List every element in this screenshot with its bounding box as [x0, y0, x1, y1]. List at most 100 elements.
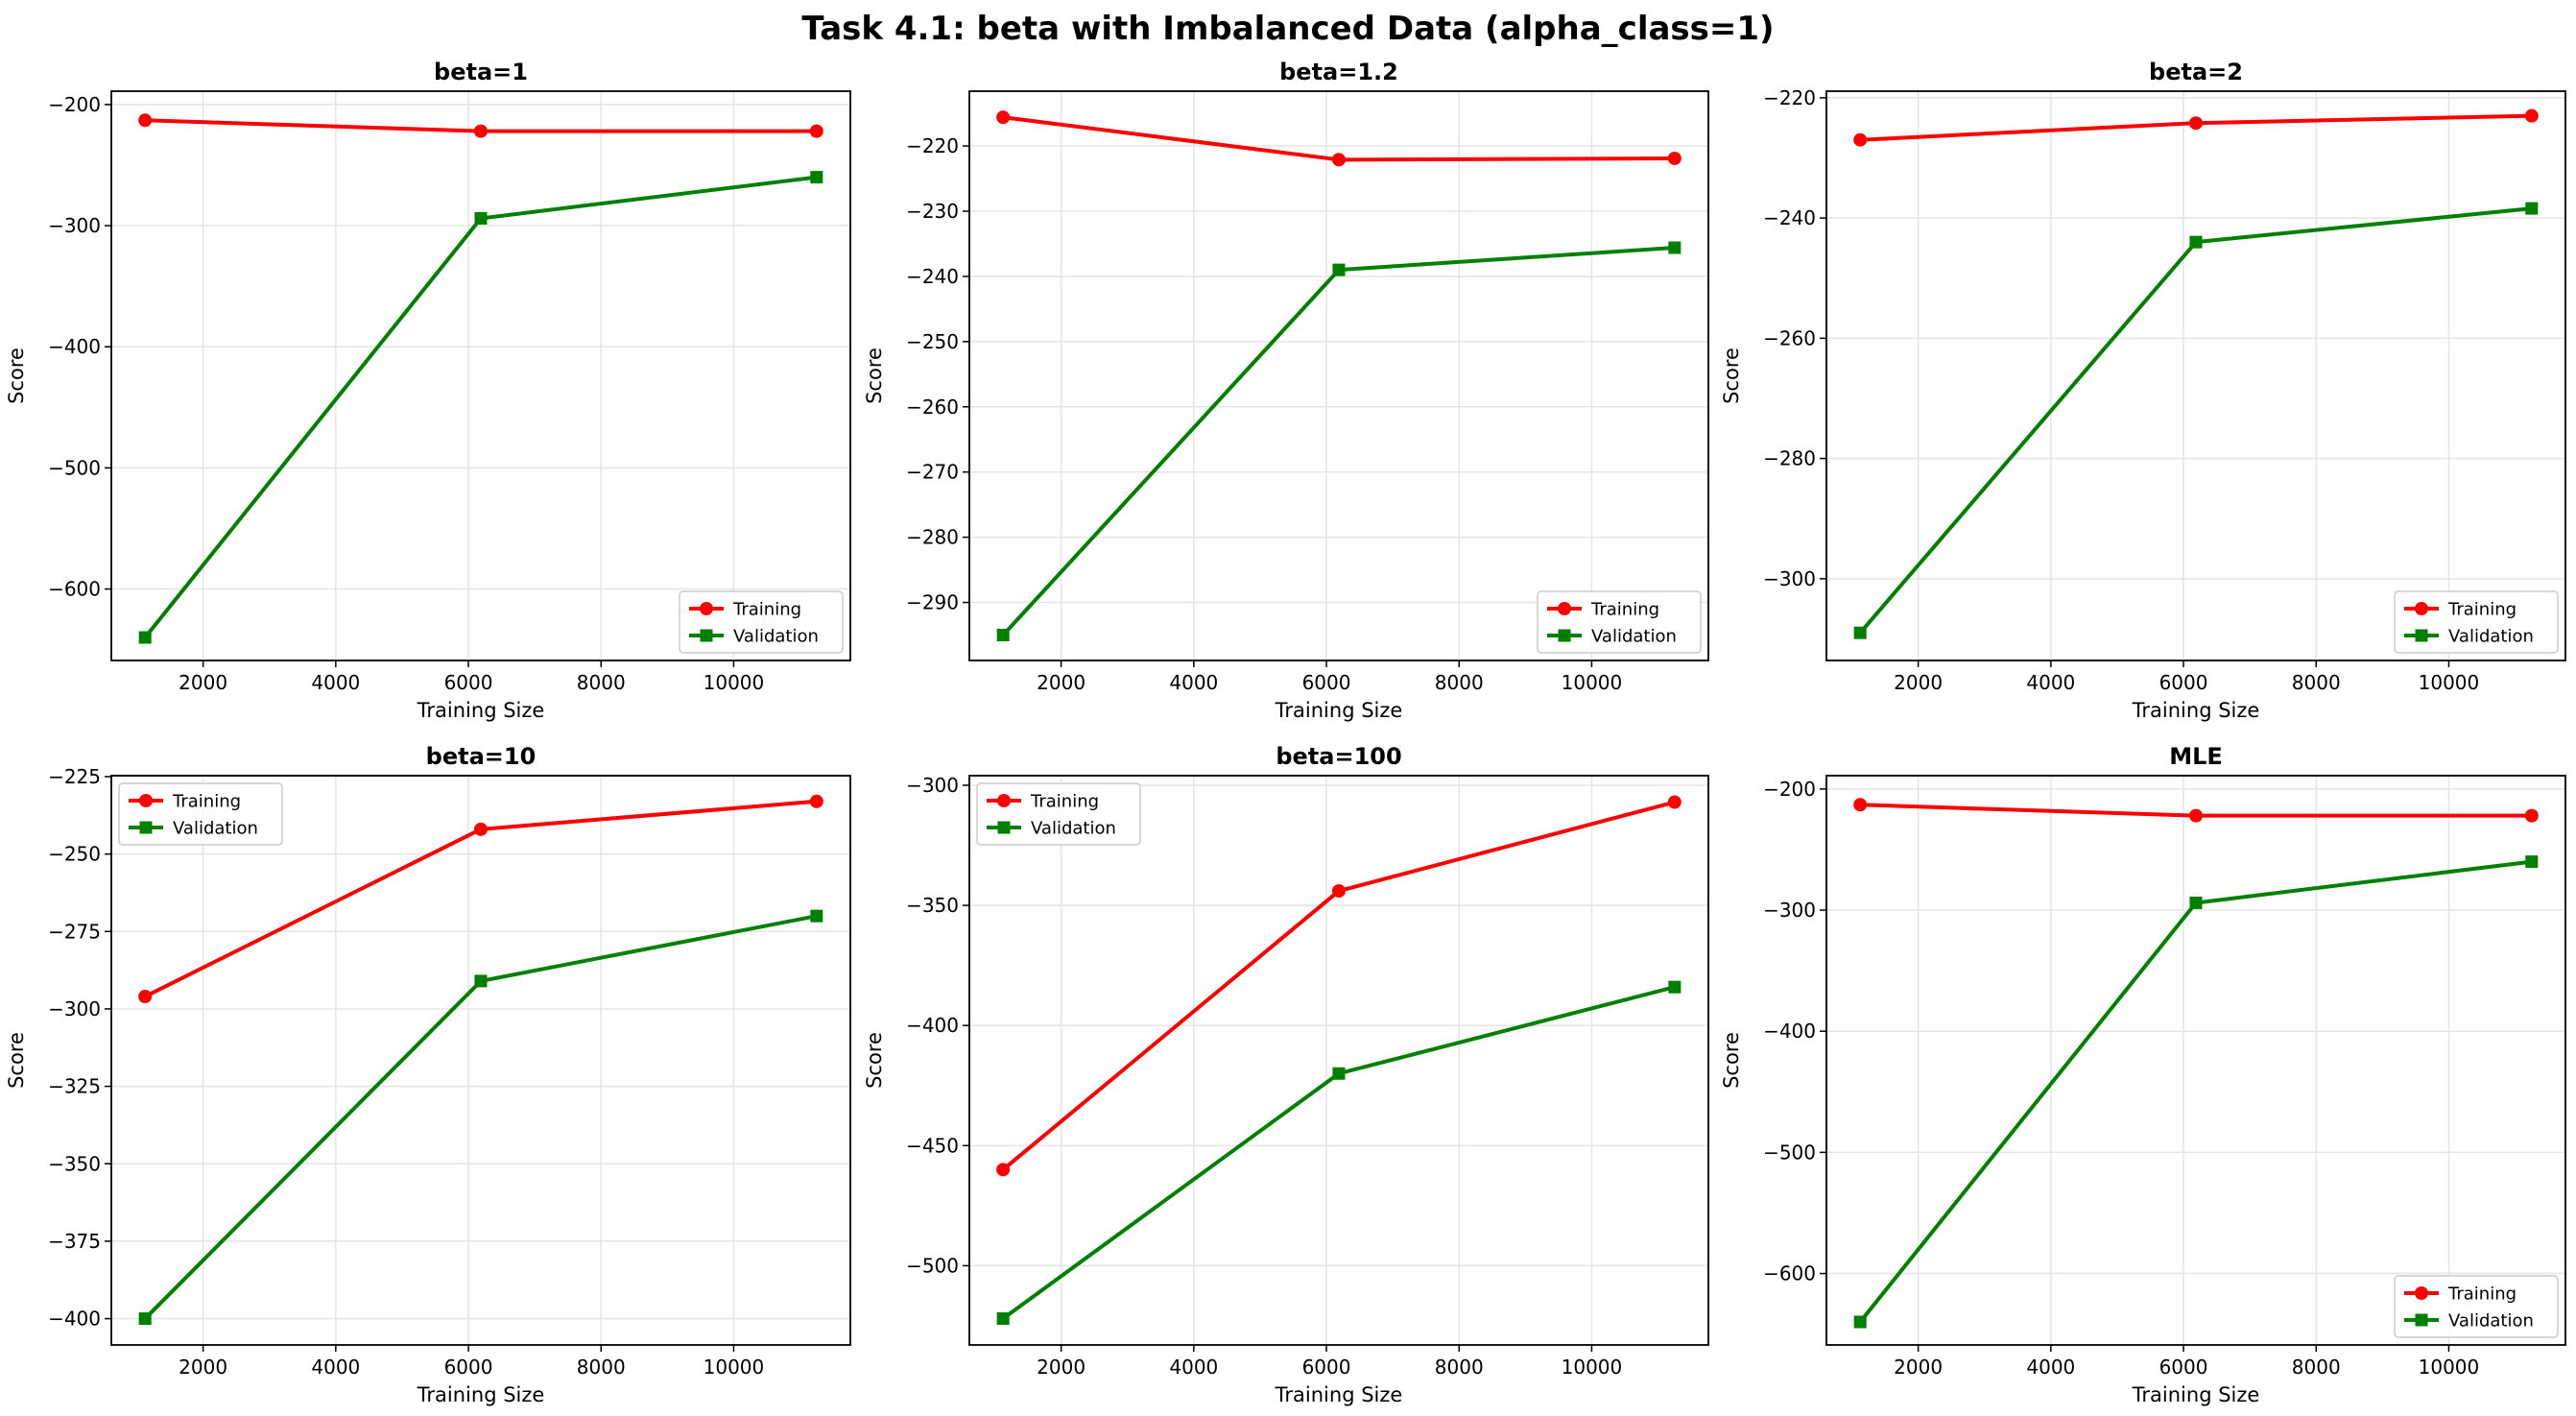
plot-frame — [1825, 90, 2566, 661]
data-point-training — [1331, 153, 1346, 167]
data-point-validation — [996, 1311, 1010, 1325]
legend: Training Validation — [2394, 590, 2559, 654]
x-tick-label: 2000 — [179, 1356, 227, 1379]
legend-label-training: Training — [172, 792, 241, 812]
subplot-title: beta=1.2 — [1279, 59, 1398, 85]
y-tick-label: −220 — [906, 134, 959, 157]
x-tick-label: 8000 — [2292, 671, 2341, 694]
legend: Training Validation — [1537, 590, 1702, 654]
legend-label-validation: Validation — [1031, 819, 1116, 839]
y-tick-label: −260 — [1763, 326, 1816, 349]
plot-frame — [968, 90, 1709, 661]
x-tick-label: 4000 — [2026, 671, 2075, 694]
x-axis-label: Training Size — [417, 1383, 545, 1406]
data-point-validation — [474, 974, 488, 988]
data-point-validation — [1332, 263, 1346, 276]
legend-marker-validation — [2415, 1313, 2428, 1327]
legend-marker-training — [700, 602, 713, 615]
y-tick-label: −200 — [48, 93, 101, 116]
data-point-validation — [2189, 235, 2203, 249]
plot-frame — [968, 775, 1709, 1346]
subplot-2: 2000 4000 6000 8000 10000 −290 −280 −270 −260 −25… — [863, 59, 1709, 722]
y-tick-label: −350 — [48, 1152, 101, 1175]
legend-label-validation: Validation — [173, 819, 258, 839]
x-axis-label: Training Size — [1275, 699, 1403, 722]
y-tick-label: −290 — [906, 591, 959, 614]
y-tick-label: −250 — [48, 843, 101, 866]
subplot-6: 2000 4000 6000 8000 10000 −600 −500 −400 −300 −20… — [1720, 743, 2566, 1406]
x-tick-label: 8000 — [2292, 1356, 2341, 1379]
y-tick-label: −225 — [48, 765, 101, 788]
series-line-validation — [1001, 246, 1675, 636]
x-tick-label: 10000 — [2419, 1356, 2480, 1379]
data-point-validation — [138, 1312, 152, 1326]
x-tick-label: 10000 — [704, 671, 765, 694]
legend: Training Validation — [2394, 1275, 2559, 1338]
legend-marker-validation — [139, 821, 153, 834]
figure-title: Task 4.1: beta with Imbalanced Data (alp… — [801, 10, 1775, 48]
data-point-training — [996, 1163, 1011, 1177]
legend: Training Validation — [976, 782, 1141, 846]
x-axis-label: Training Size — [1275, 1383, 1403, 1406]
x-tick-label: 2000 — [1894, 1356, 1943, 1379]
subplot-title: beta=10 — [426, 743, 537, 770]
x-tick-label: 4000 — [2026, 1356, 2075, 1379]
data-point-training — [2188, 808, 2203, 823]
subplot-title: beta=100 — [1276, 743, 1401, 770]
y-tick-label: −500 — [1763, 1140, 1816, 1164]
legend-label-validation: Validation — [2448, 627, 2534, 647]
y-axis-label: Score — [1720, 348, 1743, 404]
legend-label-validation: Validation — [733, 627, 819, 647]
data-point-training — [473, 124, 488, 138]
plot-frame — [110, 90, 851, 661]
legend: Training Validation — [679, 590, 844, 654]
x-tick-label: 6000 — [444, 1356, 493, 1379]
x-tick-label: 8000 — [577, 671, 626, 694]
legend-marker-training — [2415, 1286, 2428, 1300]
data-point-validation — [2525, 202, 2539, 215]
y-tick-label: −400 — [48, 1308, 101, 1331]
data-point-validation — [474, 211, 488, 225]
data-point-validation — [2189, 896, 2203, 909]
y-tick-label: −300 — [1763, 899, 1816, 922]
series-line-validation — [1001, 985, 1676, 1321]
y-tick-label: −270 — [906, 461, 959, 484]
legend-marker-validation — [997, 821, 1011, 834]
data-point-validation — [810, 909, 823, 923]
x-tick-label: 6000 — [444, 671, 493, 694]
data-point-training — [1667, 151, 1682, 165]
y-tick-label: −275 — [48, 920, 101, 943]
y-axis-label: Score — [5, 1032, 28, 1089]
x-tick-label: 4000 — [1169, 1356, 1218, 1379]
subplot-1: 2000 4000 6000 8000 10000 −600 −500 −400 −300 −20… — [5, 59, 851, 722]
legend: Training Validation — [118, 782, 283, 846]
x-axis-label: Training Size — [2132, 699, 2260, 722]
series-line-validation — [1858, 206, 2533, 635]
x-tick-label: 6000 — [1302, 1356, 1351, 1379]
data-point-training — [138, 990, 153, 1004]
data-point-validation — [810, 171, 823, 184]
data-point-training — [1853, 798, 1868, 812]
series-line-training — [1001, 800, 1676, 1171]
data-point-training — [473, 822, 488, 836]
data-point-validation — [1332, 1067, 1346, 1080]
y-tick-label: −600 — [1763, 1262, 1816, 1285]
legend-label-training: Training — [732, 600, 801, 620]
y-tick-label: −280 — [906, 526, 959, 549]
x-tick-label: 8000 — [577, 1356, 626, 1379]
subplot-title: MLE — [2169, 743, 2223, 770]
x-tick-label: 10000 — [1562, 1356, 1623, 1379]
y-tick-label: −200 — [1763, 778, 1816, 801]
data-point-validation — [1853, 626, 1867, 639]
data-point-training — [138, 113, 153, 128]
data-point-training — [2524, 108, 2539, 123]
x-tick-label: 6000 — [1302, 671, 1351, 694]
x-tick-label: 2000 — [1037, 671, 1085, 694]
y-tick-label: −400 — [906, 1014, 959, 1037]
y-tick-label: −240 — [1763, 206, 1816, 229]
y-tick-label: −300 — [906, 774, 959, 797]
y-tick-label: −400 — [1763, 1020, 1816, 1043]
x-tick-label: 10000 — [2419, 671, 2480, 694]
legend-label-validation: Validation — [2448, 1311, 2534, 1332]
